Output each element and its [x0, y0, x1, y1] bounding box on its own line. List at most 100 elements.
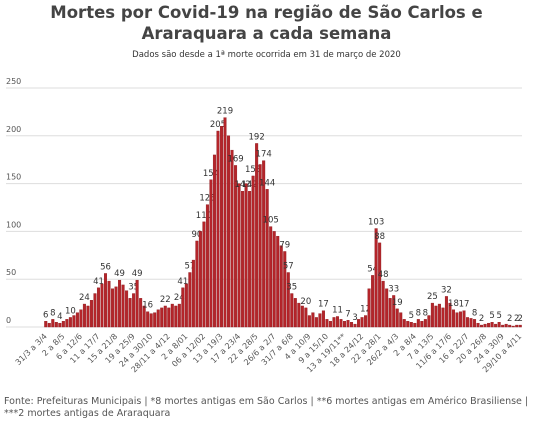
bar — [392, 295, 396, 328]
bar — [490, 322, 494, 328]
bar — [286, 272, 290, 328]
value-label: 192 — [249, 132, 265, 142]
bar — [75, 312, 79, 328]
bar — [518, 324, 522, 328]
value-label: 174 — [256, 150, 272, 160]
bar — [487, 322, 491, 328]
bar — [265, 189, 269, 328]
bar — [216, 130, 220, 328]
bar — [89, 300, 93, 328]
value-label: 41 — [93, 277, 104, 287]
bar — [68, 317, 72, 328]
bar — [314, 317, 318, 328]
bar — [202, 221, 206, 328]
bar — [451, 309, 455, 328]
bar — [223, 117, 227, 328]
value-label: 103 — [368, 218, 384, 228]
y-tick-label: 50 — [6, 268, 16, 277]
bar — [511, 325, 515, 328]
bar — [508, 324, 512, 328]
value-label: 48 — [378, 270, 389, 280]
value-label: 18 — [448, 299, 459, 309]
bar — [177, 303, 181, 328]
source-note: Fonte: Prefeituras Municipais | *8 morte… — [4, 396, 529, 419]
value-label: 79 — [279, 240, 290, 250]
bar — [227, 135, 231, 328]
bar — [61, 321, 65, 328]
bar — [248, 191, 252, 328]
bar — [251, 175, 255, 328]
bar — [114, 286, 118, 328]
bar — [153, 312, 157, 328]
bar — [476, 322, 480, 328]
bar — [385, 288, 389, 328]
value-label: 90 — [191, 230, 202, 240]
bar — [494, 323, 498, 328]
value-label: 128 — [199, 194, 215, 204]
bar — [378, 242, 382, 328]
value-label: 8 — [50, 308, 55, 318]
bar — [293, 298, 297, 328]
value-label: 11 — [332, 305, 343, 315]
value-label: 142 — [241, 180, 257, 190]
value-label: 32 — [441, 285, 452, 295]
bar — [54, 322, 58, 328]
bar — [111, 288, 115, 328]
value-label: 4 — [57, 312, 62, 322]
bar — [473, 319, 477, 328]
bar — [174, 305, 178, 328]
bar — [107, 280, 111, 328]
bar — [269, 226, 273, 328]
bar — [466, 317, 470, 328]
value-label: 17 — [459, 300, 470, 310]
bar — [234, 165, 238, 328]
bar — [311, 312, 315, 328]
bar — [360, 317, 364, 328]
bar — [406, 321, 410, 328]
value-label: 144 — [259, 178, 275, 188]
bar — [420, 321, 424, 328]
y-tick-label: 250 — [6, 77, 21, 86]
y-tick-label: 0 — [6, 316, 11, 325]
bar — [93, 293, 97, 328]
bar — [212, 154, 216, 328]
y-tick-label: 200 — [6, 125, 21, 134]
bar — [399, 312, 403, 328]
value-label: 33 — [388, 284, 399, 294]
bar — [402, 319, 406, 328]
bar — [515, 324, 519, 328]
bar — [441, 307, 445, 328]
bar — [448, 302, 452, 328]
value-label: 110 — [196, 211, 212, 221]
bar — [132, 293, 136, 328]
value-label: 8 — [416, 308, 421, 318]
value-label: 10 — [65, 306, 76, 316]
bar — [346, 320, 350, 328]
value-label: 5 — [496, 311, 501, 321]
value-label: 158 — [245, 165, 261, 175]
bar — [335, 316, 339, 328]
value-label: 57 — [283, 262, 294, 272]
value-label: 88 — [374, 232, 385, 242]
value-label: 6 — [43, 310, 48, 320]
bar — [272, 231, 276, 328]
bar — [118, 279, 122, 328]
bar — [430, 302, 434, 328]
bar — [121, 284, 125, 328]
value-label: 7 — [345, 309, 350, 319]
bar — [427, 315, 431, 328]
bar — [163, 305, 167, 328]
bar — [128, 298, 132, 328]
bar — [437, 303, 441, 328]
bar — [255, 143, 259, 328]
value-label: 105 — [263, 216, 279, 226]
bar — [100, 283, 104, 328]
bar — [381, 280, 385, 328]
bar — [142, 305, 146, 328]
bar — [297, 302, 301, 328]
bar — [170, 303, 174, 328]
chart-subtitle: Dados são desde a 1ª morte ocorrida em 3… — [132, 50, 401, 60]
bar — [195, 240, 199, 328]
bar — [350, 322, 354, 328]
